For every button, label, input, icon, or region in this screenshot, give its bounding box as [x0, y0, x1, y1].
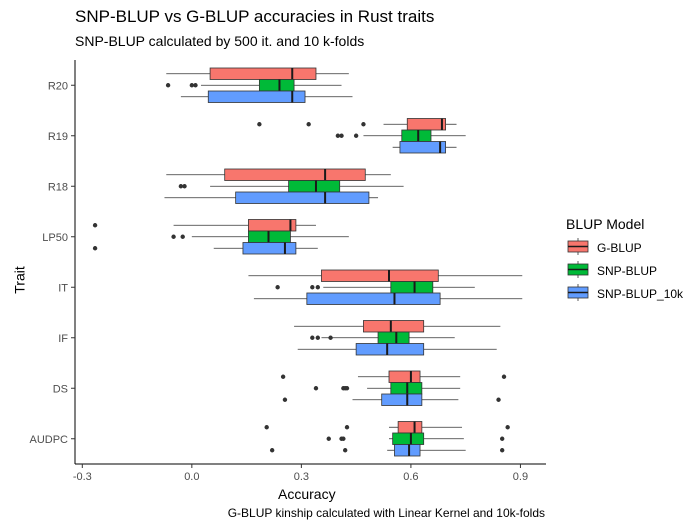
box-g-blup-lp50-outlier — [92, 223, 98, 228]
box-snp-blup-it-outlier — [275, 285, 280, 290]
legend-label-snp-blup: SNP-BLUP — [597, 264, 658, 278]
box-g-blup-audpc-outlier — [505, 425, 510, 430]
box-snp-blup-r18-outlier — [178, 184, 184, 189]
box-snp-blup-lp50-outlier — [171, 234, 176, 239]
box-snp-blup-r18-outlier — [182, 184, 187, 189]
y-axis-label: Trait — [11, 266, 28, 294]
chart-title: SNP-BLUP vs G-BLUP accuracies in Rust tr… — [75, 7, 435, 26]
y-tick-label: LP50 — [42, 232, 68, 244]
box-snp-blup-ds-outlier — [313, 386, 319, 391]
box-g-blup-r19-outlier — [361, 122, 366, 127]
box-snp-blup-10k-r20 — [207, 90, 306, 103]
box-g-blup-if — [363, 320, 425, 333]
box-snp-blup-10k-r18 — [235, 191, 370, 204]
box-snp-blup-it-outlier — [315, 285, 321, 290]
chart-caption: G-BLUP kinship calculated with Linear Ke… — [227, 506, 545, 520]
box-snp-blup-10k-audpc — [394, 444, 421, 457]
box-snp-blup-lp50-outlier — [180, 234, 185, 239]
box-snp-blup-r19-outlier — [353, 133, 359, 138]
box-g-blup-audpc-outlier — [344, 425, 350, 430]
box-snp-blup-r18 — [288, 180, 341, 193]
box-g-blup-ds-outlier — [280, 374, 286, 379]
y-tick-label: IF — [58, 333, 68, 345]
x-tick-label: -0.3 — [73, 471, 92, 483]
box-g-blup-lp50 — [248, 219, 297, 232]
box-g-blup-r19-outlier — [306, 122, 311, 127]
x-tick-label: 0.3 — [294, 471, 309, 483]
legend-label-snp-blup-10k: SNP-BLUP_10k — [597, 287, 684, 301]
x-tick-label: 0.6 — [403, 471, 418, 483]
box-g-blup-r18 — [224, 168, 366, 181]
box-snp-blup-10k-it — [306, 292, 441, 305]
box-g-blup-r20 — [209, 67, 317, 80]
box-snp-blup-10k-lp50-outlier — [92, 246, 98, 251]
legend-title: BLUP Model — [566, 216, 645, 232]
box-snp-blup-it — [390, 281, 434, 294]
y-tick-label: AUDPC — [29, 434, 68, 446]
box-snp-blup-ds-outlier — [344, 386, 350, 391]
box-snp-blup-if-outlier — [310, 335, 315, 340]
box-snp-blup-audpc-outlier — [326, 436, 331, 441]
box-snp-blup-10k-r19 — [399, 141, 446, 154]
x-tick-label: 0.9 — [513, 471, 528, 483]
box-snp-blup-r19-outlier — [339, 133, 344, 138]
y-tick-label: IT — [58, 282, 68, 294]
box-snp-blup-if — [377, 331, 410, 344]
box-snp-blup-10k-ds-outlier — [282, 397, 288, 402]
box-snp-blup-10k-audpc-outlier — [499, 448, 505, 453]
y-tick-label: R19 — [48, 131, 68, 143]
box-g-blup-it — [321, 269, 439, 282]
y-tick-label: R20 — [48, 80, 68, 92]
legend-label-g-blup: G-BLUP — [597, 241, 642, 255]
box-g-blup-r19-outlier — [257, 122, 262, 127]
box-g-blup-audpc-outlier — [264, 425, 269, 430]
box-snp-blup-10k-if — [355, 343, 425, 356]
x-axis-label: Accuracy — [278, 486, 336, 502]
box-snp-blup-r20-outlier — [189, 83, 195, 88]
box-snp-blup-audpc-outlier — [499, 436, 505, 441]
y-tick-label: DS — [53, 383, 68, 395]
box-snp-blup-r20 — [258, 79, 295, 92]
box-snp-blup-r20-outlier — [193, 83, 198, 88]
box-snp-blup-if-outlier — [315, 335, 321, 340]
box-snp-blup-10k-ds-outlier — [496, 397, 501, 402]
box-snp-blup-audpc — [392, 432, 425, 445]
box-snp-blup-10k-audpc-outlier — [342, 448, 348, 453]
y-tick-label: R18 — [48, 181, 68, 193]
box-g-blup-audpc — [397, 421, 423, 434]
box-g-blup-ds — [388, 370, 421, 383]
box-snp-blup-audpc-outlier — [341, 436, 346, 441]
box-snp-blup-r20-outlier — [165, 83, 171, 88]
chart-subtitle: SNP-BLUP calculated by 500 it. and 10 k-… — [75, 33, 365, 49]
box-snp-blup-r19-outlier — [335, 133, 341, 138]
box-g-blup-r19 — [406, 118, 446, 131]
box-snp-blup-it-outlier — [310, 285, 315, 290]
box-g-blup-ds-outlier — [501, 374, 507, 379]
box-snp-blup-10k-lp50 — [242, 242, 297, 255]
box-snp-blup-10k-audpc-outlier — [269, 448, 275, 453]
x-tick-label: 0.0 — [184, 471, 199, 483]
box-snp-blup-10k-ds — [381, 393, 423, 406]
box-snp-blup-if-outlier — [328, 335, 333, 340]
box-snp-blup-r19 — [401, 129, 432, 142]
